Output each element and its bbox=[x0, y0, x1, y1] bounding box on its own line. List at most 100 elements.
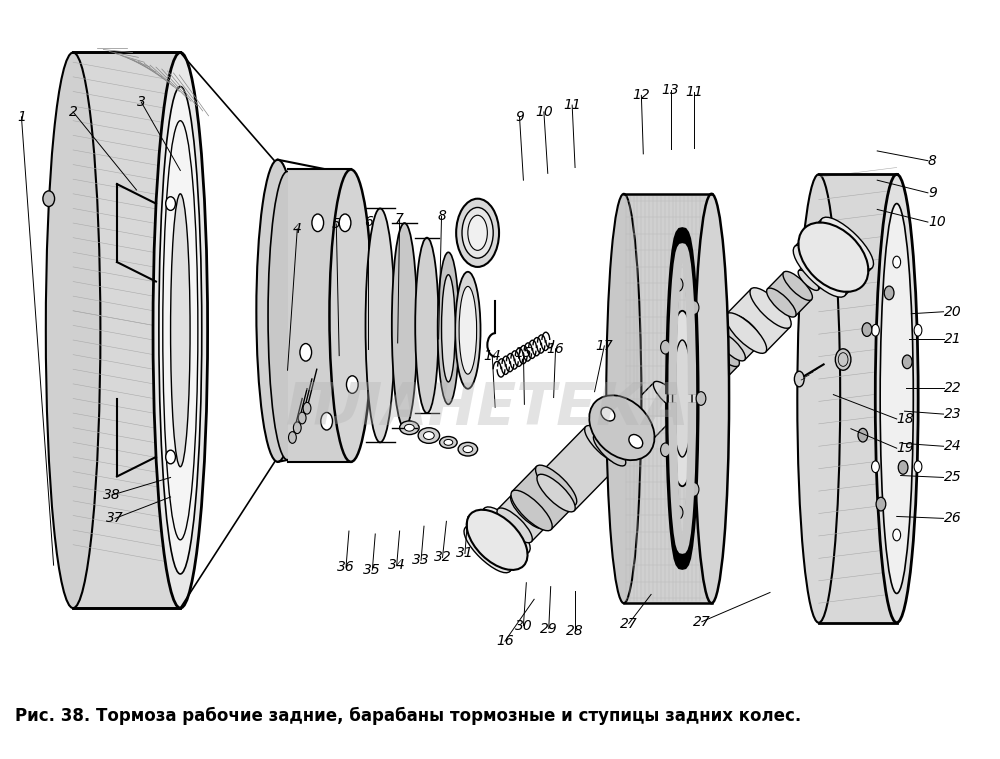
Ellipse shape bbox=[862, 323, 872, 336]
Ellipse shape bbox=[693, 348, 726, 380]
Ellipse shape bbox=[858, 428, 868, 442]
Text: 38: 38 bbox=[103, 488, 121, 502]
Ellipse shape bbox=[438, 252, 459, 405]
Ellipse shape bbox=[835, 349, 851, 370]
Ellipse shape bbox=[668, 310, 697, 487]
Ellipse shape bbox=[697, 355, 718, 376]
Ellipse shape bbox=[797, 175, 840, 622]
Ellipse shape bbox=[444, 439, 453, 446]
Ellipse shape bbox=[661, 443, 670, 457]
Ellipse shape bbox=[405, 424, 414, 431]
Ellipse shape bbox=[689, 301, 699, 314]
Polygon shape bbox=[624, 383, 682, 440]
Polygon shape bbox=[687, 356, 717, 386]
Ellipse shape bbox=[462, 207, 493, 258]
Text: 23: 23 bbox=[944, 407, 961, 421]
Text: 2: 2 bbox=[69, 105, 78, 119]
Polygon shape bbox=[538, 427, 622, 511]
Text: 33: 33 bbox=[412, 553, 430, 567]
Text: 20: 20 bbox=[944, 305, 961, 319]
Ellipse shape bbox=[872, 324, 879, 336]
Text: 1: 1 bbox=[17, 110, 26, 124]
Text: 19: 19 bbox=[897, 441, 914, 455]
Text: 32: 32 bbox=[434, 550, 451, 565]
Ellipse shape bbox=[463, 446, 473, 452]
Ellipse shape bbox=[767, 288, 796, 317]
Ellipse shape bbox=[585, 426, 623, 463]
Ellipse shape bbox=[798, 270, 819, 291]
Ellipse shape bbox=[623, 412, 653, 441]
Text: 14: 14 bbox=[483, 348, 501, 363]
Ellipse shape bbox=[166, 450, 175, 464]
Ellipse shape bbox=[653, 381, 683, 411]
Text: 25: 25 bbox=[944, 471, 961, 484]
Ellipse shape bbox=[694, 194, 729, 603]
Ellipse shape bbox=[884, 286, 894, 300]
Polygon shape bbox=[694, 335, 739, 380]
Ellipse shape bbox=[606, 194, 641, 603]
Text: 13: 13 bbox=[662, 83, 679, 96]
Ellipse shape bbox=[366, 209, 395, 442]
Ellipse shape bbox=[794, 371, 804, 387]
Ellipse shape bbox=[593, 434, 626, 466]
Ellipse shape bbox=[467, 510, 528, 570]
Text: ПЛАНЕТЕКА: ПЛАНЕТЕКА bbox=[285, 380, 689, 436]
Ellipse shape bbox=[455, 272, 481, 389]
Text: 18: 18 bbox=[897, 412, 914, 426]
Ellipse shape bbox=[303, 402, 311, 414]
Ellipse shape bbox=[661, 340, 670, 354]
Text: Рис. 38. Тормоза рабочие задние, барабаны тормозные и ступицы задних колес.: Рис. 38. Тормоза рабочие задние, барабан… bbox=[15, 707, 801, 725]
Polygon shape bbox=[512, 466, 576, 530]
Ellipse shape bbox=[418, 428, 440, 443]
Ellipse shape bbox=[392, 223, 417, 428]
Ellipse shape bbox=[673, 505, 683, 519]
Ellipse shape bbox=[716, 332, 745, 361]
Text: 10: 10 bbox=[928, 215, 946, 229]
Ellipse shape bbox=[893, 257, 901, 268]
Ellipse shape bbox=[686, 367, 707, 387]
Text: 6: 6 bbox=[364, 215, 373, 229]
Ellipse shape bbox=[536, 465, 577, 505]
Ellipse shape bbox=[893, 529, 901, 541]
Polygon shape bbox=[465, 509, 529, 572]
Ellipse shape bbox=[798, 222, 868, 291]
Ellipse shape bbox=[880, 203, 913, 594]
Polygon shape bbox=[717, 316, 761, 360]
Text: 15: 15 bbox=[515, 345, 532, 360]
Bar bbox=[73, 52, 180, 608]
Ellipse shape bbox=[458, 442, 478, 456]
Bar bbox=[288, 169, 351, 462]
Text: 11: 11 bbox=[685, 86, 703, 99]
Ellipse shape bbox=[732, 315, 762, 344]
Ellipse shape bbox=[589, 395, 654, 460]
Ellipse shape bbox=[346, 376, 358, 393]
Text: 9: 9 bbox=[515, 110, 524, 124]
Text: 8: 8 bbox=[437, 209, 446, 223]
Bar bbox=[624, 194, 712, 603]
Ellipse shape bbox=[312, 214, 324, 231]
Ellipse shape bbox=[793, 245, 846, 298]
Polygon shape bbox=[767, 272, 812, 317]
Ellipse shape bbox=[898, 461, 908, 474]
Text: 27: 27 bbox=[620, 616, 638, 631]
Ellipse shape bbox=[468, 216, 487, 250]
Ellipse shape bbox=[497, 508, 532, 543]
Ellipse shape bbox=[440, 436, 457, 449]
Text: 30: 30 bbox=[515, 619, 532, 632]
Ellipse shape bbox=[456, 199, 499, 267]
Ellipse shape bbox=[459, 286, 477, 374]
Text: 5: 5 bbox=[332, 217, 341, 231]
Ellipse shape bbox=[298, 412, 306, 424]
Text: 26: 26 bbox=[944, 512, 961, 525]
Ellipse shape bbox=[902, 355, 912, 369]
Text: 36: 36 bbox=[337, 560, 355, 574]
Text: 8: 8 bbox=[928, 153, 937, 168]
Ellipse shape bbox=[46, 52, 100, 608]
Ellipse shape bbox=[442, 275, 455, 382]
Text: 24: 24 bbox=[944, 439, 961, 453]
Text: 12: 12 bbox=[632, 88, 650, 102]
Ellipse shape bbox=[43, 191, 55, 206]
Ellipse shape bbox=[339, 214, 351, 231]
Ellipse shape bbox=[689, 483, 699, 496]
Text: 28: 28 bbox=[566, 625, 584, 638]
